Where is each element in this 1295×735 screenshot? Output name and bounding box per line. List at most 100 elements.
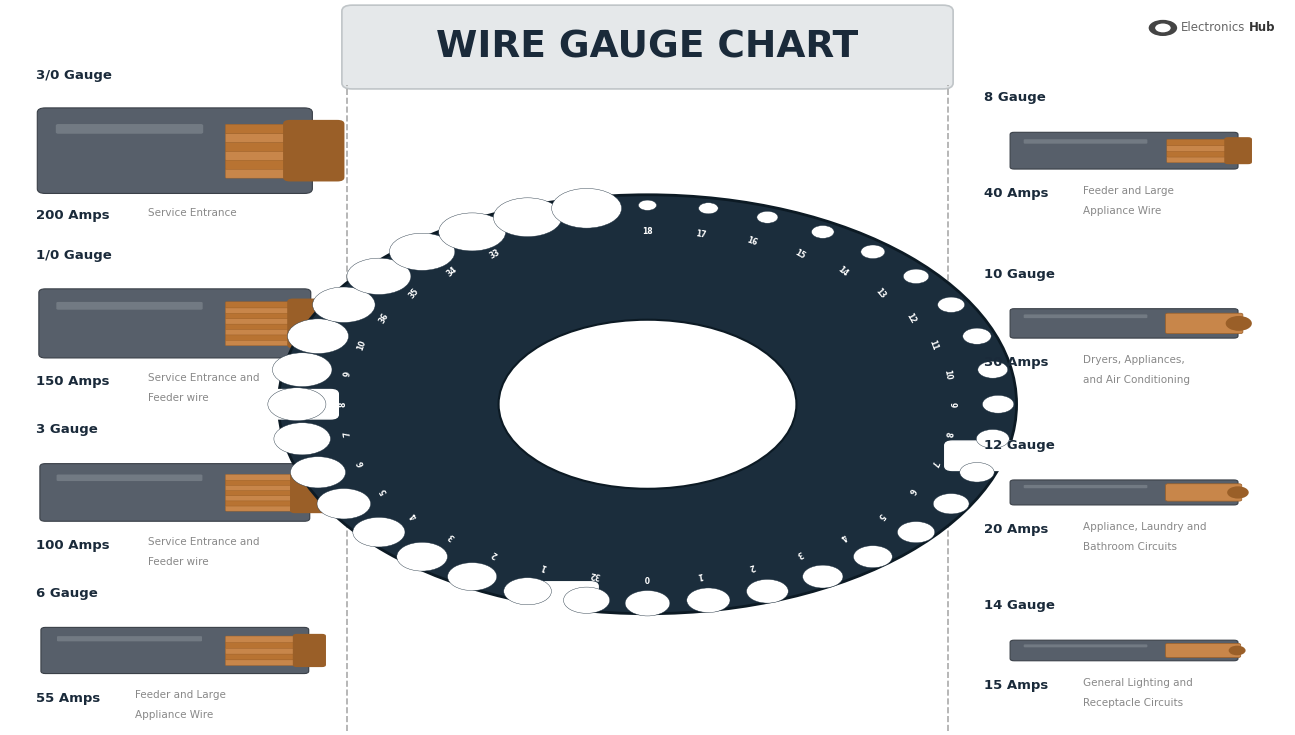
Text: 2: 2: [747, 562, 756, 572]
FancyBboxPatch shape: [44, 628, 308, 673]
Circle shape: [638, 200, 657, 210]
FancyBboxPatch shape: [57, 637, 202, 642]
Text: 40 Amps: 40 Amps: [984, 187, 1049, 201]
FancyBboxPatch shape: [1167, 145, 1242, 151]
Text: 4: 4: [409, 510, 420, 520]
Circle shape: [290, 456, 346, 488]
Text: 2: 2: [491, 549, 500, 559]
FancyBboxPatch shape: [225, 490, 315, 495]
Circle shape: [390, 233, 455, 270]
Text: Appliance Wire: Appliance Wire: [135, 710, 214, 720]
Text: 6: 6: [356, 459, 366, 467]
Text: General Lighting and: General Lighting and: [1083, 678, 1193, 688]
Text: WIRE GAUGE CHART: WIRE GAUGE CHART: [436, 29, 859, 65]
Text: Appliance Wire: Appliance Wire: [1083, 206, 1162, 216]
Text: 1: 1: [697, 570, 703, 579]
FancyBboxPatch shape: [290, 472, 332, 513]
Text: 12: 12: [905, 311, 918, 325]
Text: 33: 33: [488, 248, 502, 261]
Text: and Air Conditioning: and Air Conditioning: [1083, 375, 1190, 385]
Circle shape: [287, 319, 348, 354]
FancyBboxPatch shape: [40, 464, 310, 521]
Text: 15 Amps: 15 Amps: [984, 679, 1049, 692]
FancyBboxPatch shape: [225, 124, 320, 134]
Text: 6 Gauge: 6 Gauge: [36, 587, 98, 600]
FancyBboxPatch shape: [41, 290, 311, 357]
FancyBboxPatch shape: [225, 151, 320, 160]
Circle shape: [1149, 20, 1177, 36]
FancyBboxPatch shape: [57, 302, 203, 309]
FancyBboxPatch shape: [1167, 157, 1242, 162]
Circle shape: [756, 211, 778, 223]
Text: 6: 6: [906, 486, 917, 495]
Text: 9: 9: [343, 371, 352, 378]
FancyBboxPatch shape: [1023, 139, 1147, 143]
FancyBboxPatch shape: [225, 659, 313, 666]
FancyBboxPatch shape: [1010, 132, 1238, 169]
Text: Bathroom Circuits: Bathroom Circuits: [1083, 542, 1177, 552]
Circle shape: [1155, 24, 1171, 32]
Text: Dryers, Appliances,: Dryers, Appliances,: [1083, 355, 1185, 365]
Text: Service Entrance and: Service Entrance and: [148, 373, 259, 384]
FancyBboxPatch shape: [287, 298, 337, 348]
FancyBboxPatch shape: [342, 5, 953, 89]
Text: WIRE GAUGE: WIRE GAUGE: [598, 351, 697, 365]
FancyBboxPatch shape: [1013, 309, 1238, 337]
Circle shape: [268, 388, 326, 420]
Text: 12 Gauge: 12 Gauge: [984, 439, 1055, 452]
Text: 10 Gauge: 10 Gauge: [984, 268, 1055, 281]
Circle shape: [347, 258, 411, 295]
Text: 4: 4: [838, 531, 848, 542]
FancyBboxPatch shape: [225, 142, 320, 151]
Text: Feeder wire: Feeder wire: [148, 557, 208, 567]
FancyBboxPatch shape: [284, 120, 344, 182]
FancyBboxPatch shape: [1010, 480, 1238, 505]
Text: 30 Amps: 30 Amps: [984, 356, 1049, 370]
FancyBboxPatch shape: [225, 505, 315, 512]
FancyBboxPatch shape: [225, 312, 317, 319]
FancyBboxPatch shape: [225, 169, 320, 178]
Text: AMERICAN STANDARD: AMERICAN STANDARD: [587, 429, 708, 439]
FancyBboxPatch shape: [1023, 645, 1147, 648]
FancyBboxPatch shape: [225, 642, 313, 648]
Circle shape: [686, 588, 730, 612]
FancyBboxPatch shape: [1166, 313, 1243, 334]
Circle shape: [625, 590, 670, 616]
FancyBboxPatch shape: [225, 340, 317, 345]
Text: 200 Amps: 200 Amps: [36, 209, 110, 223]
Circle shape: [1229, 645, 1246, 656]
FancyBboxPatch shape: [515, 582, 598, 612]
FancyBboxPatch shape: [225, 323, 317, 329]
Text: Electronics: Electronics: [1181, 21, 1246, 35]
Circle shape: [698, 203, 719, 214]
Text: Service Entrance and: Service Entrance and: [148, 537, 259, 548]
Circle shape: [499, 320, 796, 489]
FancyBboxPatch shape: [225, 484, 315, 491]
Text: 36: 36: [377, 311, 390, 325]
Text: 35: 35: [408, 287, 421, 300]
Circle shape: [960, 462, 995, 482]
FancyBboxPatch shape: [255, 390, 338, 419]
FancyBboxPatch shape: [1023, 315, 1147, 318]
Text: FOR NON - FERROUS METALS: FOR NON - FERROUS METALS: [587, 448, 708, 457]
Text: 13: 13: [874, 286, 887, 300]
Text: 8: 8: [943, 431, 952, 437]
Circle shape: [317, 489, 370, 519]
Text: 3 Gauge: 3 Gauge: [36, 423, 98, 437]
Text: Feeder wire: Feeder wire: [148, 393, 208, 404]
FancyBboxPatch shape: [43, 465, 310, 520]
FancyBboxPatch shape: [225, 160, 320, 169]
Text: 8 Gauge: 8 Gauge: [984, 91, 1046, 104]
FancyBboxPatch shape: [1010, 309, 1238, 338]
Circle shape: [396, 542, 448, 571]
Text: 0: 0: [645, 573, 650, 581]
Circle shape: [275, 423, 330, 455]
Text: Feeder and Large: Feeder and Large: [135, 690, 227, 700]
Circle shape: [504, 578, 552, 605]
FancyBboxPatch shape: [225, 653, 313, 660]
FancyBboxPatch shape: [1010, 640, 1238, 661]
Text: 18: 18: [642, 227, 653, 236]
FancyBboxPatch shape: [57, 475, 202, 481]
Text: 10: 10: [355, 339, 368, 351]
FancyBboxPatch shape: [1013, 481, 1238, 504]
